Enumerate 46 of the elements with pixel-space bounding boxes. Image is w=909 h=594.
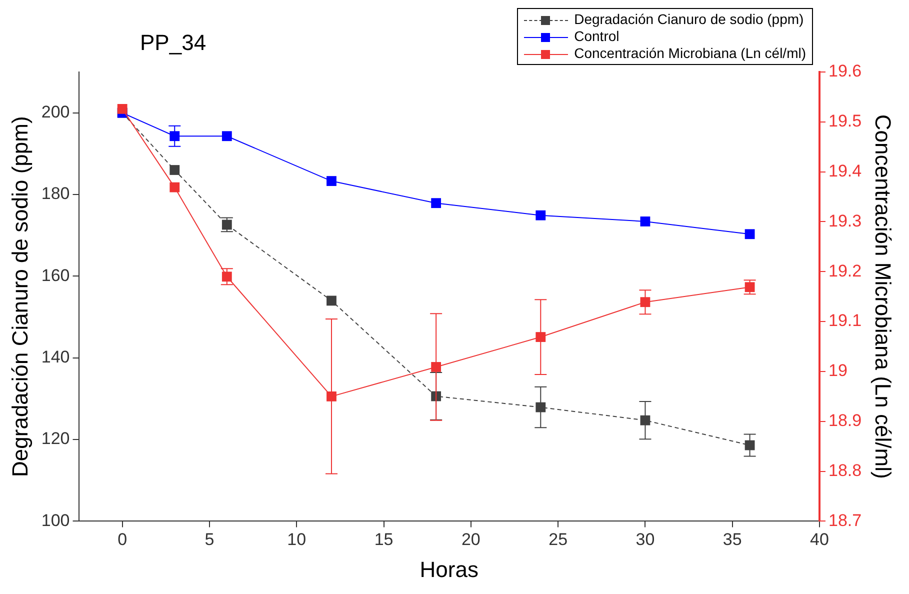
x-tick-label: 40 bbox=[810, 530, 829, 550]
x-tick-label: 15 bbox=[374, 530, 394, 550]
y2-tick-label: 18.7 bbox=[828, 510, 862, 530]
point bbox=[640, 216, 650, 226]
y-tick-label: 140 bbox=[41, 348, 70, 367]
y2-tick-label: 19.3 bbox=[828, 211, 862, 230]
y2-tick-label: 19.5 bbox=[828, 112, 862, 131]
y-tick-label: 200 bbox=[41, 102, 70, 122]
point bbox=[170, 165, 180, 175]
point bbox=[170, 131, 180, 142]
x-tick-label: 5 bbox=[204, 530, 214, 550]
y2-tick-label: 19.4 bbox=[828, 162, 862, 181]
y-axis-title: Degradación Cianuro de sodio (ppm) bbox=[7, 116, 32, 477]
y2-tick-label: 18.9 bbox=[828, 411, 862, 430]
point bbox=[536, 210, 546, 220]
x-tick-label: 10 bbox=[287, 530, 306, 550]
point bbox=[431, 362, 442, 372]
point bbox=[222, 131, 232, 142]
legend-label: Control bbox=[574, 28, 620, 45]
y2-tick-label: 19.6 bbox=[828, 62, 862, 81]
y2-tick-label: 19 bbox=[828, 361, 848, 380]
x-tick-label: 25 bbox=[548, 530, 568, 550]
x-tick-label: 35 bbox=[722, 530, 742, 550]
y2-axis-title: Concentración Microbiana (Ln cél/ml) bbox=[870, 114, 896, 479]
y2-tick-label: 19.1 bbox=[828, 311, 862, 330]
point bbox=[536, 332, 546, 342]
y-tick-label: 180 bbox=[41, 184, 70, 204]
x-tick-label: 20 bbox=[461, 530, 480, 550]
point bbox=[326, 296, 336, 306]
legend-label: Concentración Microbiana (Ln cél/ml) bbox=[574, 45, 806, 62]
chart-title: PP_34 bbox=[140, 30, 206, 56]
x-axis-title: Horas bbox=[420, 556, 478, 582]
legend-label: Degradación Cianuro de sodio (ppm) bbox=[574, 11, 804, 28]
x-tick-label: 0 bbox=[118, 530, 128, 550]
point bbox=[431, 198, 442, 208]
point bbox=[326, 391, 336, 402]
point bbox=[117, 104, 128, 114]
x-tick-label: 30 bbox=[636, 530, 655, 550]
point bbox=[744, 229, 755, 240]
point bbox=[170, 182, 180, 192]
y2-tick-label: 18.8 bbox=[828, 460, 862, 480]
y-tick-label: 100 bbox=[41, 510, 70, 530]
point bbox=[326, 176, 336, 186]
y2-tick-label: 19.2 bbox=[828, 261, 862, 280]
y-tick-label: 120 bbox=[41, 429, 70, 448]
y-tick-label: 160 bbox=[41, 266, 70, 285]
